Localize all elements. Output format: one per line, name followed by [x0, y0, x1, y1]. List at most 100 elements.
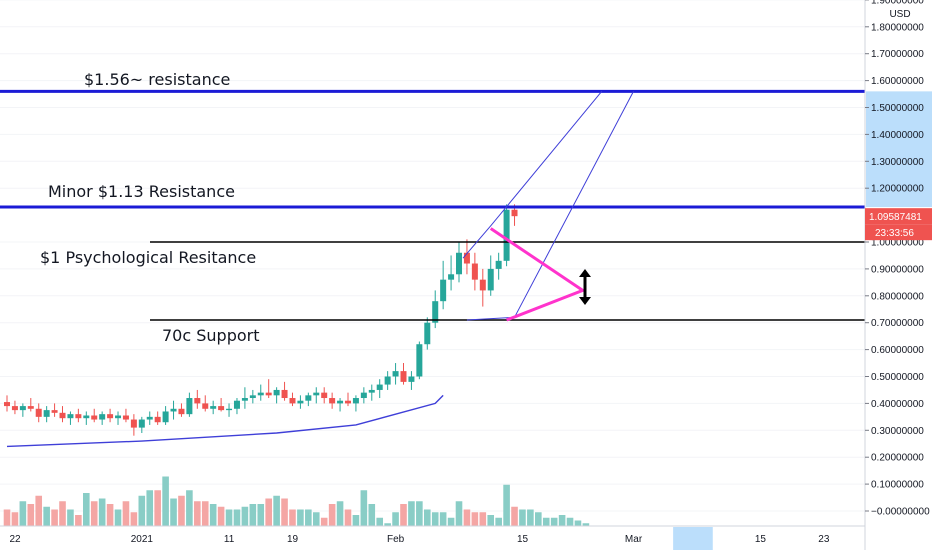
price-tick-label: 0.20000000 — [871, 453, 924, 464]
volume-bar — [503, 484, 510, 526]
volume-bar — [463, 509, 471, 526]
volume-bar — [209, 504, 217, 526]
candle-body — [130, 419, 137, 428]
candle-body — [273, 389, 280, 396]
candle-body — [67, 414, 74, 419]
candle-body — [162, 411, 169, 423]
volume-bar — [225, 509, 233, 526]
volume-bar — [527, 509, 534, 526]
candle-body — [384, 376, 391, 385]
volume-bar — [511, 506, 518, 526]
candle-body — [408, 376, 415, 382]
volume-bar — [558, 515, 566, 526]
volume-bar — [19, 501, 27, 526]
candle-body — [75, 414, 82, 419]
candle-body — [360, 392, 367, 399]
volume-bar — [27, 504, 35, 526]
volume-bar — [217, 506, 225, 526]
price-tick-label: 0.30000000 — [871, 426, 924, 437]
price-tick-label: 0.70000000 — [871, 318, 924, 329]
volume-bar — [162, 476, 169, 526]
grid — [0, 0, 865, 512]
time-tick-label: 23 — [818, 534, 830, 545]
candle-body — [321, 392, 328, 399]
price-tick-label: 0.80000000 — [871, 291, 924, 302]
candle-body — [305, 395, 312, 401]
label-resistance-minor: Minor $1.13 Resistance — [48, 182, 235, 201]
label-support: 70c Support — [162, 326, 260, 345]
candle-body — [194, 398, 201, 404]
pennant-drawing[interactable] — [489, 227, 586, 322]
volume-bars — [3, 476, 590, 526]
time-axis[interactable]: 22 2021 11 19 Feb 15 Mar 15 23 — [0, 525, 865, 550]
volume-bar — [265, 498, 272, 526]
volume-bar — [487, 515, 495, 526]
volume-bar — [360, 490, 368, 526]
volume-bar — [138, 495, 146, 526]
candle-body — [218, 406, 225, 411]
price-tick-label: 0.90000000 — [871, 264, 924, 275]
last-price-badge: 1.09587481 23:33:56 — [865, 208, 932, 241]
double-arrow-icon[interactable] — [579, 269, 591, 305]
candle-body — [249, 395, 256, 399]
volume-bar — [59, 501, 66, 526]
volume-bar — [447, 517, 455, 526]
candle-body — [448, 274, 455, 280]
trend-line[interactable] — [6, 394, 444, 448]
candle-body — [313, 392, 320, 396]
candle-body — [511, 209, 518, 217]
candle-body — [337, 400, 344, 404]
candle-body — [241, 398, 248, 401]
candle-body — [226, 408, 233, 411]
volume-bar — [320, 517, 328, 526]
price-tick-label: 0.60000000 — [871, 345, 924, 356]
price-tick-label: 1.20000000 — [871, 184, 924, 195]
volume-bar — [281, 498, 288, 526]
candle-body — [329, 398, 336, 404]
candle-body — [122, 415, 129, 420]
volume-bar — [51, 509, 58, 526]
label-resistance-high: $1.56~ resistance — [84, 70, 230, 89]
volume-bar — [305, 509, 312, 526]
candle-body — [51, 410, 58, 413]
candle-body — [202, 403, 209, 409]
candle-body — [297, 400, 304, 404]
price-axis[interactable]: USD 1.90000000 1.80000000 1.70000000 1.6000… — [864, 0, 932, 550]
time-tick-label: 2021 — [131, 534, 154, 545]
candle-body — [11, 406, 18, 411]
candlesticks — [4, 204, 518, 436]
candle-body — [503, 209, 510, 261]
channel-upper-line[interactable] — [462, 91, 603, 259]
time-tick-label: 11 — [224, 534, 235, 545]
candle-body — [487, 268, 494, 291]
time-tick-label: Feb — [387, 534, 405, 545]
volume-bar — [471, 512, 479, 526]
price-tick-label: 1.30000000 — [871, 157, 924, 168]
time-tick-label: 22 — [9, 534, 21, 545]
volume-bar — [535, 512, 542, 526]
candle-body — [146, 416, 153, 420]
volume-bar — [297, 509, 304, 526]
candle-body — [91, 415, 98, 420]
volume-bar — [455, 501, 463, 526]
currency-label: USD — [889, 9, 910, 20]
candle-body — [59, 412, 66, 419]
volume-bar — [43, 506, 50, 526]
candle-body — [154, 416, 161, 423]
candle-body — [495, 260, 502, 269]
volume-bar — [75, 515, 82, 526]
candle-body — [463, 252, 470, 264]
time-ticks: 22 2021 11 19 Feb 15 Mar 15 23 — [9, 534, 829, 545]
volume-bar — [178, 495, 185, 526]
time-axis-highlight — [673, 527, 713, 550]
volume-bar — [90, 501, 98, 526]
candle-body — [35, 408, 42, 417]
volume-bar — [479, 512, 487, 526]
candle-body — [233, 400, 240, 409]
price-tick-label: 1.50000000 — [871, 103, 924, 114]
volume-bar — [122, 501, 130, 526]
candle-body — [43, 410, 50, 417]
candle-body — [400, 371, 407, 382]
volume-bar — [344, 509, 352, 526]
